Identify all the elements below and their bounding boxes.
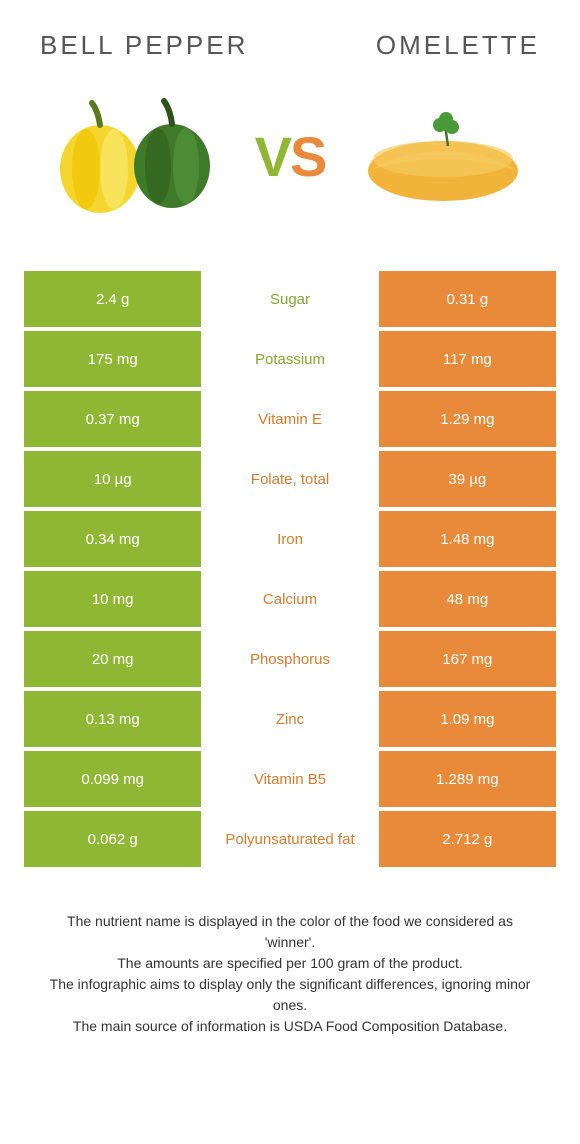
left-value: 10 mg (24, 571, 201, 627)
right-value: 1.48 mg (379, 511, 556, 567)
nutrient-row: 10 mgCalcium48 mg (24, 571, 556, 627)
nutrient-label: Phosphorus (201, 631, 378, 687)
right-value: 167 mg (379, 631, 556, 687)
footer-line-2: The amounts are specified per 100 gram o… (40, 953, 540, 974)
nutrient-row: 0.34 mgIron1.48 mg (24, 511, 556, 567)
nutrient-label: Potassium (201, 331, 378, 387)
nutrient-label: Iron (201, 511, 378, 567)
nutrient-row: 175 mgPotassium117 mg (24, 331, 556, 387)
nutrient-label: Calcium (201, 571, 378, 627)
left-value: 0.13 mg (24, 691, 201, 747)
nutrient-label: Sugar (201, 271, 378, 327)
footer-notes: The nutrient name is displayed in the co… (10, 871, 570, 1037)
nutrient-label: Vitamin B5 (201, 751, 378, 807)
left-food-title: Bell pepper (40, 30, 248, 61)
left-value: 175 mg (24, 331, 201, 387)
right-food-title: Omelette (376, 30, 540, 61)
right-value: 1.29 mg (379, 391, 556, 447)
right-value: 117 mg (379, 331, 556, 387)
images-row: VS (10, 81, 570, 231)
left-value: 0.062 g (24, 811, 201, 867)
left-value: 0.34 mg (24, 511, 201, 567)
nutrient-row: 2.4 gSugar0.31 g (24, 271, 556, 327)
right-value: 1.289 mg (379, 751, 556, 807)
nutrient-row: 10 µgFolate, total39 µg (24, 451, 556, 507)
left-value: 0.37 mg (24, 391, 201, 447)
right-value: 1.09 mg (379, 691, 556, 747)
nutrient-row: 20 mgPhosphorus167 mg (24, 631, 556, 687)
footer-line-1: The nutrient name is displayed in the co… (40, 911, 540, 953)
nutrient-label: Vitamin E (201, 391, 378, 447)
right-value: 0.31 g (379, 271, 556, 327)
right-value: 39 µg (379, 451, 556, 507)
footer-line-3: The infographic aims to display only the… (40, 974, 540, 1016)
right-value: 48 mg (379, 571, 556, 627)
footer-line-4: The main source of information is USDA F… (40, 1016, 540, 1037)
nutrient-row: 0.062 gPolyunsaturated fat2.712 g (24, 811, 556, 867)
nutrient-row: 0.099 mgVitamin B51.289 mg (24, 751, 556, 807)
nutrient-label: Folate, total (201, 451, 378, 507)
left-value: 0.099 mg (24, 751, 201, 807)
header-row: Bell pepper Omelette (10, 20, 570, 81)
left-value: 2.4 g (24, 271, 201, 327)
nutrient-table: 2.4 gSugar0.31 g175 mgPotassium117 mg0.3… (10, 271, 570, 867)
right-value: 2.712 g (379, 811, 556, 867)
vs-label: VS (245, 124, 336, 189)
omelette-image (335, 91, 550, 221)
vs-v: V (255, 125, 290, 188)
nutrient-label: Zinc (201, 691, 378, 747)
nutrient-row: 0.13 mgZinc1.09 mg (24, 691, 556, 747)
left-value: 20 mg (24, 631, 201, 687)
vs-s: S (290, 125, 325, 188)
left-value: 10 µg (24, 451, 201, 507)
nutrient-row: 0.37 mgVitamin E1.29 mg (24, 391, 556, 447)
nutrient-label: Polyunsaturated fat (201, 811, 378, 867)
bell-pepper-image (30, 91, 245, 221)
